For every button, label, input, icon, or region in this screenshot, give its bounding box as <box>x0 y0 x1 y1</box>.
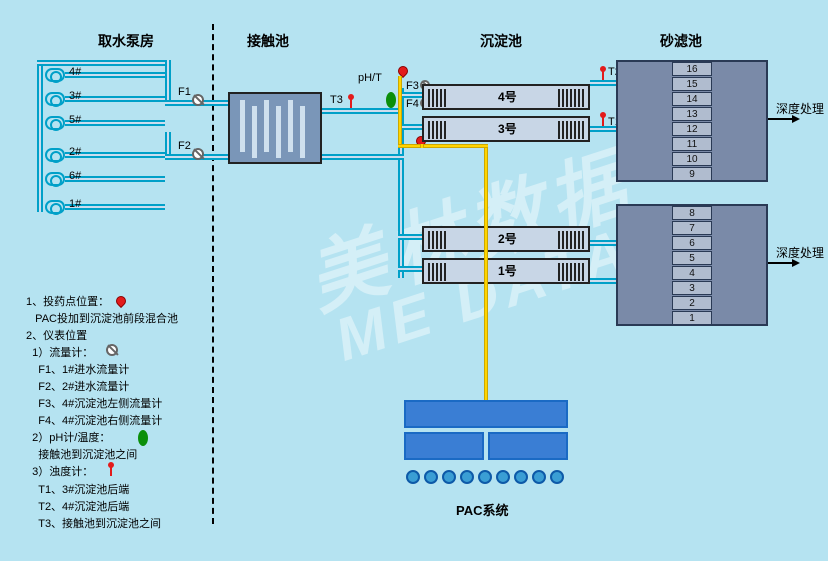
section-divider <box>212 24 214 524</box>
filter-cell: 3 <box>672 281 712 295</box>
pump-3 <box>45 92 65 106</box>
sediment-4-label: 4号 <box>498 88 517 105</box>
pump-5-label: 5# <box>69 114 81 126</box>
filter-cell: 16 <box>672 62 712 76</box>
pipe <box>322 108 400 114</box>
pump-5 <box>45 116 65 130</box>
pump-1-label: 1# <box>69 198 81 210</box>
pac-wheel-icon <box>460 470 474 484</box>
pipe <box>590 80 616 86</box>
sediment-2-label: 2号 <box>498 230 517 247</box>
filter-cell: 6 <box>672 236 712 250</box>
label-f4: F4 <box>406 98 419 110</box>
flowmeter-icon <box>192 94 204 106</box>
pipe <box>37 66 43 212</box>
pac-label: PAC系统 <box>456 500 508 519</box>
pac-pipe <box>484 144 488 400</box>
legend-turb-icon <box>106 462 116 476</box>
pump-2 <box>45 148 65 162</box>
diagram-stage: 美林数据 ME DATA 取水泵房 接触池 沉淀池 砂滤池 4# 3# 5# 2… <box>0 0 828 561</box>
pac-pipe <box>398 76 402 144</box>
pac-wheel-icon <box>496 470 510 484</box>
label-t3: T3 <box>330 94 343 106</box>
pump-6 <box>45 172 65 186</box>
legend-text: 1、投药点位置： PAC投加到沉淀池前段混合池 2、仪表位置 1）流量计： F1… <box>26 294 178 533</box>
filter-cell: 4 <box>672 266 712 280</box>
title-sediment: 沉淀池 <box>480 31 522 51</box>
pac-wheel-icon <box>442 470 456 484</box>
pac-wheel-icon <box>424 470 438 484</box>
filter-cell: 14 <box>672 92 712 106</box>
filter-cell: 9 <box>672 167 712 181</box>
legend-ph-icon <box>138 430 148 446</box>
label-f3: F3 <box>406 80 419 92</box>
sediment-3-label: 3号 <box>498 120 517 137</box>
pump-4 <box>45 68 65 82</box>
pipe <box>37 60 171 66</box>
pac-panel <box>404 432 484 460</box>
legend-flow-icon <box>106 344 118 356</box>
filter-cell: 10 <box>672 152 712 166</box>
pac-wheel-icon <box>532 470 546 484</box>
turbidity-icon <box>598 66 608 80</box>
turbidity-icon <box>598 112 608 126</box>
pac-wheel-icon <box>478 470 492 484</box>
pipe <box>322 154 404 160</box>
pump-4-label: 4# <box>69 66 81 78</box>
filter-cell: 1 <box>672 311 712 325</box>
pump-2-label: 2# <box>69 146 81 158</box>
turbidity-icon <box>346 94 356 108</box>
sediment-1-label: 1号 <box>498 262 517 279</box>
filter-cell: 15 <box>672 77 712 91</box>
pac-pipe <box>398 144 488 148</box>
pump-6-label: 6# <box>69 170 81 182</box>
title-pumphouse: 取水泵房 <box>98 31 154 51</box>
filter-cell: 8 <box>672 206 712 220</box>
flowmeter-icon <box>192 148 204 160</box>
pac-wheel-icon <box>406 470 420 484</box>
pac-pipe <box>420 144 424 148</box>
pipe <box>590 278 616 284</box>
title-contact: 接触池 <box>247 31 289 51</box>
label-f1: F1 <box>178 86 191 98</box>
filter-cell: 2 <box>672 296 712 310</box>
filter-cell: 7 <box>672 221 712 235</box>
label-pht: pH/T <box>358 72 382 84</box>
ph-icon <box>386 92 396 108</box>
filter-cell: 5 <box>672 251 712 265</box>
pipe <box>398 266 422 272</box>
deep-processing-2: 深度处理 <box>776 244 824 261</box>
pac-wheel-icon <box>550 470 564 484</box>
filter-cell: 13 <box>672 107 712 121</box>
label-f2: F2 <box>178 140 191 152</box>
pump-3-label: 3# <box>69 90 81 102</box>
pipe <box>590 240 616 246</box>
pipe <box>768 118 792 120</box>
filter-cell: 12 <box>672 122 712 136</box>
filter-cell: 11 <box>672 137 712 151</box>
pipe <box>768 262 792 264</box>
pump-1 <box>45 200 65 214</box>
pac-panel <box>404 400 568 428</box>
title-sandfilter: 砂滤池 <box>660 31 702 51</box>
deep-processing-1: 深度处理 <box>776 100 824 117</box>
pipe <box>398 234 422 240</box>
pac-panel <box>488 432 568 460</box>
contact-tank <box>228 92 322 164</box>
pac-wheel-icon <box>514 470 528 484</box>
